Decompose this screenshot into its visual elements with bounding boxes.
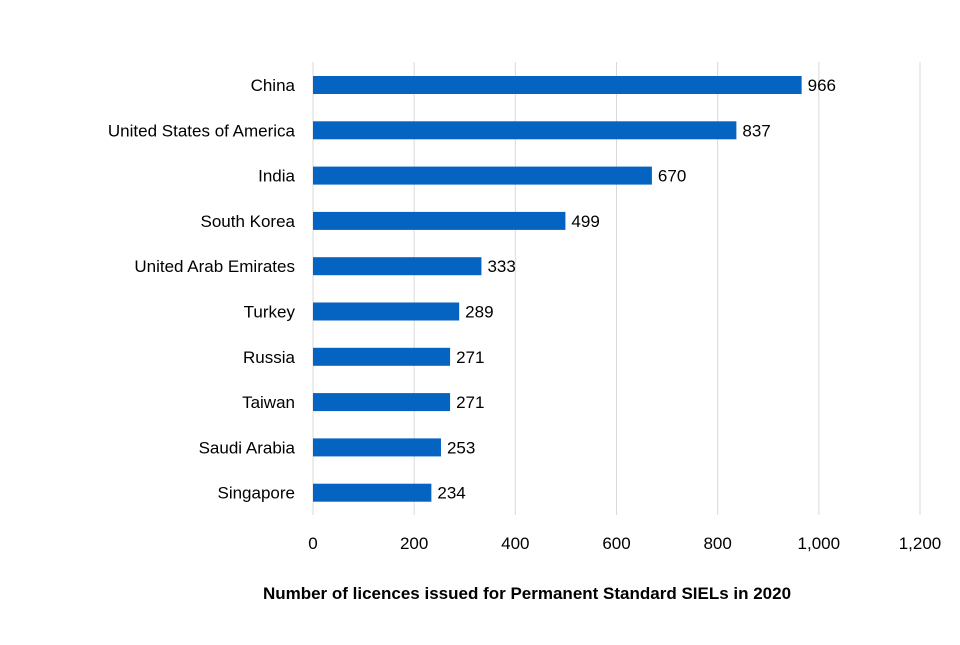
- category-label: United States of America: [108, 121, 296, 140]
- bar: [313, 76, 802, 94]
- data-label: 499: [571, 212, 599, 231]
- bar: [313, 257, 482, 276]
- data-label: 271: [456, 393, 484, 412]
- bar: [313, 483, 432, 502]
- data-label: 271: [456, 348, 484, 367]
- bar: [313, 211, 566, 230]
- x-tick-label: 200: [400, 534, 428, 553]
- data-label: 234: [437, 484, 465, 503]
- data-label: 670: [658, 167, 686, 186]
- data-label: 333: [487, 257, 515, 276]
- category-label: Singapore: [217, 484, 295, 503]
- x-tick-label: 800: [703, 534, 731, 553]
- category-label: United Arab Emirates: [134, 257, 295, 276]
- category-label: China: [251, 76, 296, 95]
- category-label: Taiwan: [242, 393, 295, 412]
- data-label: 837: [742, 121, 770, 140]
- data-label: 253: [447, 438, 475, 457]
- x-tick-label: 0: [308, 534, 317, 553]
- bar: [313, 393, 451, 412]
- category-label: Saudi Arabia: [199, 438, 296, 457]
- category-label: Turkey: [244, 303, 296, 322]
- category-label: South Korea: [200, 212, 295, 231]
- x-tick-label: 1,200: [899, 534, 942, 553]
- data-label: 966: [808, 76, 836, 95]
- x-axis-title: Number of licences issued for Permanent …: [263, 584, 791, 603]
- data-label: 289: [465, 303, 493, 322]
- bar: [313, 438, 441, 457]
- bar: [313, 347, 451, 366]
- x-tick-label: 400: [501, 534, 529, 553]
- category-label: Russia: [243, 348, 296, 367]
- bar: [313, 166, 652, 185]
- x-tick-label: 600: [602, 534, 630, 553]
- bar: [313, 121, 737, 140]
- x-tick-label: 1,000: [798, 534, 841, 553]
- bar: [313, 302, 460, 321]
- category-label: India: [258, 167, 295, 186]
